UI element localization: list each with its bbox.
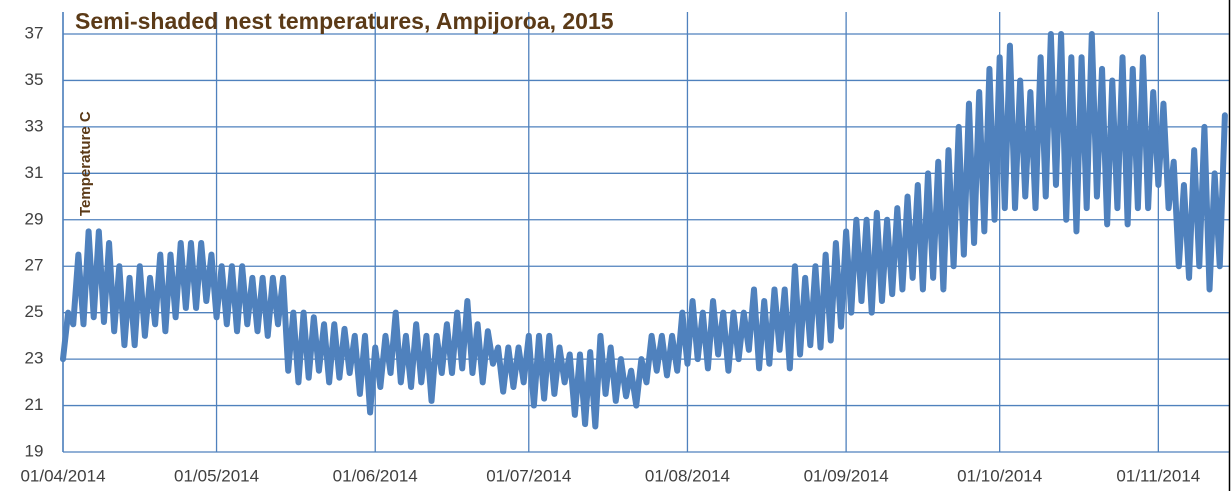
data-line (60, 31, 1228, 430)
x-tick-label: 01/05/2014 (174, 466, 259, 485)
plot-area (60, 31, 1228, 430)
y-tick-label: 21 (25, 395, 44, 414)
y-tick-label: 33 (25, 116, 44, 135)
y-tick-label: 31 (25, 163, 44, 182)
x-tick-label: 01/04/2014 (20, 466, 105, 485)
y-tick-label: 19 (25, 441, 44, 460)
y-tick-label: 29 (25, 209, 44, 228)
y-tick-label: 23 (25, 349, 44, 368)
y-tick-label: 27 (25, 256, 44, 275)
y-tick-label: 37 (25, 23, 44, 42)
x-tick-label: 01/10/2014 (957, 466, 1042, 485)
chart-title: Semi-shaded nest temperatures, Ampijoroa… (75, 8, 614, 34)
y-axis-label: Temperature C (77, 111, 94, 216)
x-tick-label: 01/07/2014 (486, 466, 571, 485)
x-tick-label: 01/08/2014 (645, 466, 730, 485)
y-tick-label: 25 (25, 302, 44, 321)
x-tick-label: 01/06/2014 (333, 466, 418, 485)
y-tick-label: 35 (25, 70, 44, 89)
x-tick-label: 01/09/2014 (804, 466, 889, 485)
x-tick-label: 01/11/2014 (1116, 466, 1200, 485)
